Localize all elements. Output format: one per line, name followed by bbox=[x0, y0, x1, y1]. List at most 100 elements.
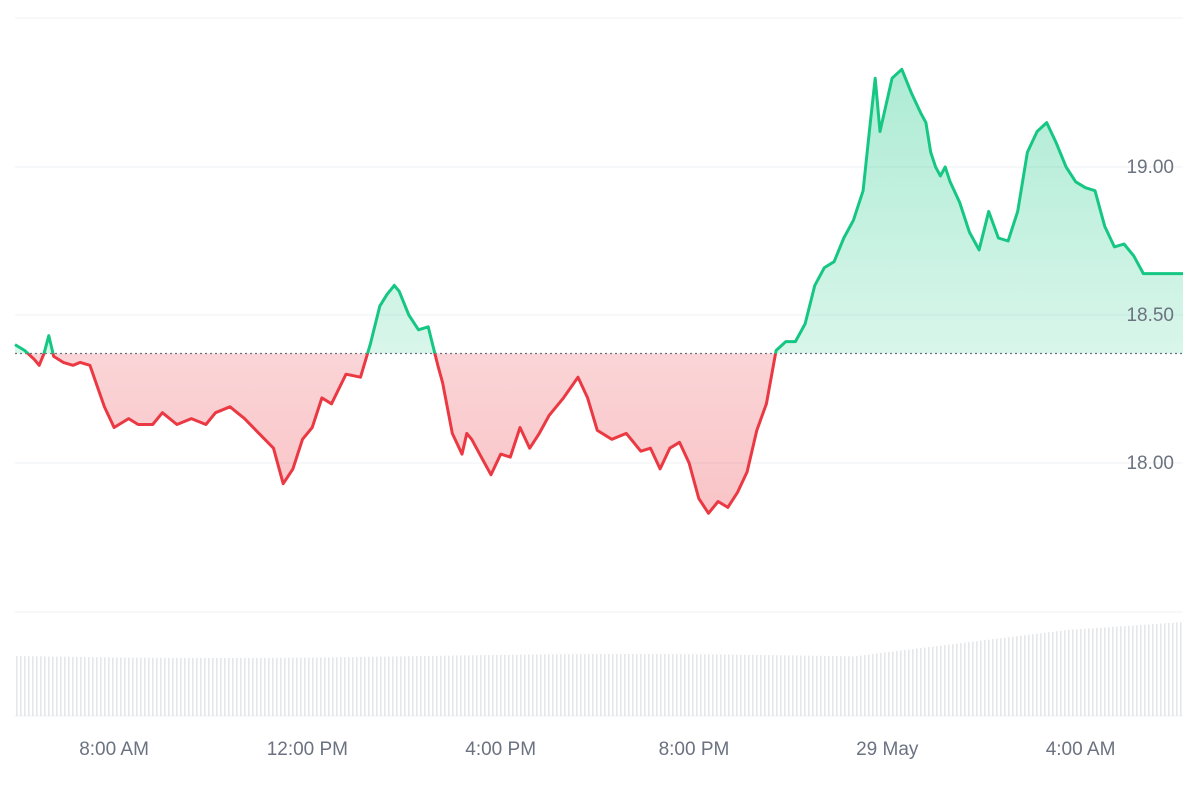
volume-bar bbox=[844, 656, 846, 716]
volume-bar bbox=[560, 654, 562, 716]
volume-bar bbox=[188, 657, 190, 716]
volume-bar bbox=[400, 656, 402, 716]
volume-bar bbox=[604, 654, 606, 716]
volume-bar bbox=[528, 654, 530, 716]
volume-bar bbox=[332, 657, 334, 716]
volume-bar bbox=[296, 657, 298, 716]
volume-bar bbox=[64, 656, 66, 716]
volume-bar bbox=[884, 652, 886, 716]
volume-bar bbox=[84, 657, 86, 716]
x-tick-label: 4:00 PM bbox=[465, 739, 536, 760]
volume-bar bbox=[336, 657, 338, 716]
volume-bar bbox=[1016, 636, 1018, 716]
volume-bar bbox=[1060, 630, 1062, 716]
volume-bar bbox=[480, 655, 482, 716]
volume-bar bbox=[180, 657, 182, 716]
volume-bar bbox=[628, 654, 630, 716]
volume-bar bbox=[808, 655, 810, 716]
volume-bar bbox=[520, 654, 522, 716]
volume-bar bbox=[764, 655, 766, 716]
volume-bar bbox=[712, 654, 714, 716]
volume-bar bbox=[148, 657, 150, 716]
volume-bar bbox=[392, 656, 394, 716]
price-area bbox=[15, 69, 1183, 514]
volume-bar bbox=[412, 656, 414, 716]
volume-bar bbox=[952, 644, 954, 716]
volume-bar bbox=[796, 655, 798, 716]
volume-bar bbox=[292, 657, 294, 716]
volume-bar bbox=[892, 651, 894, 716]
y-tick-label: 19.00 bbox=[1126, 157, 1174, 178]
volume-bar bbox=[564, 654, 566, 716]
volume-bar bbox=[1136, 625, 1138, 716]
volume-bar bbox=[44, 656, 46, 716]
volume-bar bbox=[776, 655, 778, 716]
volume-bar bbox=[644, 654, 646, 716]
volume-bar bbox=[436, 655, 438, 716]
volume-bar bbox=[1024, 635, 1026, 716]
volume-bar bbox=[716, 654, 718, 716]
volume-bar bbox=[140, 657, 142, 716]
volume-bar bbox=[772, 655, 774, 716]
volume-bar bbox=[948, 644, 950, 716]
volume-bar bbox=[1172, 622, 1174, 716]
volume-bar bbox=[868, 654, 870, 716]
volume-bar bbox=[856, 655, 858, 716]
volume-bar bbox=[732, 654, 734, 716]
volume-bars bbox=[16, 622, 1182, 716]
volume-bar bbox=[48, 656, 50, 716]
area-below-baseline bbox=[15, 353, 1183, 514]
volume-bar bbox=[1052, 631, 1054, 716]
volume-bar bbox=[388, 656, 390, 716]
volume-bar bbox=[40, 656, 42, 716]
volume-bar bbox=[244, 657, 246, 716]
volume-bar bbox=[864, 655, 866, 716]
volume-bar bbox=[468, 655, 470, 716]
volume-bar bbox=[648, 654, 650, 716]
volume-bar bbox=[516, 654, 518, 716]
x-tick-label: 4:00 AM bbox=[1046, 739, 1116, 760]
volume-bar bbox=[1124, 626, 1126, 716]
volume-bar bbox=[280, 657, 282, 716]
volume-bar bbox=[584, 654, 586, 716]
grid bbox=[15, 17, 1183, 717]
volume-bar bbox=[1096, 627, 1098, 716]
volume-bar bbox=[260, 657, 262, 716]
volume-bar bbox=[512, 654, 514, 716]
volume-bar bbox=[284, 657, 286, 716]
volume-bar bbox=[780, 655, 782, 716]
volume-bar bbox=[1144, 624, 1146, 716]
volume-bar bbox=[872, 654, 874, 716]
volume-bar bbox=[360, 656, 362, 716]
volume-bar bbox=[144, 657, 146, 716]
volume-bar bbox=[904, 650, 906, 716]
volume-bar bbox=[880, 653, 882, 716]
volume-bar bbox=[112, 657, 114, 716]
volume-bar bbox=[272, 657, 274, 716]
volume-bar bbox=[68, 656, 70, 716]
volume-bar bbox=[728, 654, 730, 716]
volume-bar bbox=[1076, 629, 1078, 716]
volume-bar bbox=[1032, 634, 1034, 716]
volume-bar bbox=[236, 657, 238, 716]
volume-bar bbox=[124, 657, 126, 716]
volume-bar bbox=[1100, 627, 1102, 716]
volume-bar bbox=[304, 657, 306, 716]
volume-bar bbox=[704, 654, 706, 716]
volume-bar bbox=[876, 653, 878, 716]
volume-bar bbox=[1152, 624, 1154, 716]
volume-bar bbox=[196, 657, 198, 716]
volume-bar bbox=[504, 654, 506, 716]
volume-bar bbox=[352, 657, 354, 716]
volume-bar bbox=[1072, 629, 1074, 716]
volume-bar bbox=[376, 656, 378, 716]
volume-bar bbox=[308, 657, 310, 716]
volume-bar bbox=[488, 655, 490, 716]
volume-bar bbox=[16, 656, 18, 716]
volume-bar bbox=[656, 654, 658, 716]
volume-bar bbox=[1116, 626, 1118, 716]
volume-bar bbox=[680, 654, 682, 716]
volume-bar bbox=[136, 657, 138, 716]
volume-bar bbox=[288, 657, 290, 716]
